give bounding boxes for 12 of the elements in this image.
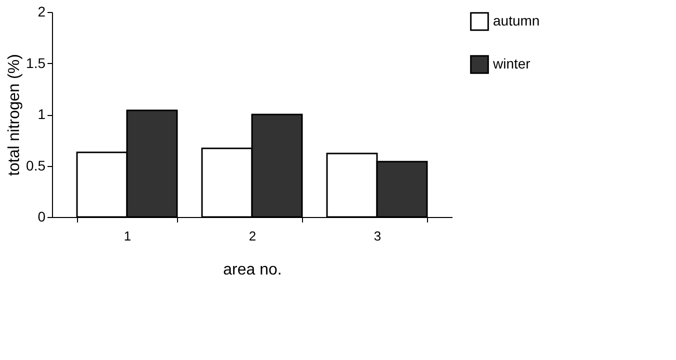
x-tick-label: 2 bbox=[248, 228, 256, 244]
y-tick-label: 1.5 bbox=[26, 54, 46, 71]
x-tick-label: 1 bbox=[124, 228, 132, 244]
y-tick-label: 1 bbox=[38, 106, 46, 122]
y-axis-title: total nitrogen (%) bbox=[6, 54, 24, 176]
x-axis-title: area no. bbox=[223, 262, 282, 278]
legend-label: autumn bbox=[493, 12, 540, 28]
y-tick-label: 0.5 bbox=[26, 157, 46, 174]
y-tick-label: 0 bbox=[38, 208, 46, 224]
x-tick-label: 3 bbox=[374, 228, 382, 244]
legend-label: winter bbox=[492, 56, 531, 72]
y-tick-label: 2 bbox=[38, 4, 46, 20]
